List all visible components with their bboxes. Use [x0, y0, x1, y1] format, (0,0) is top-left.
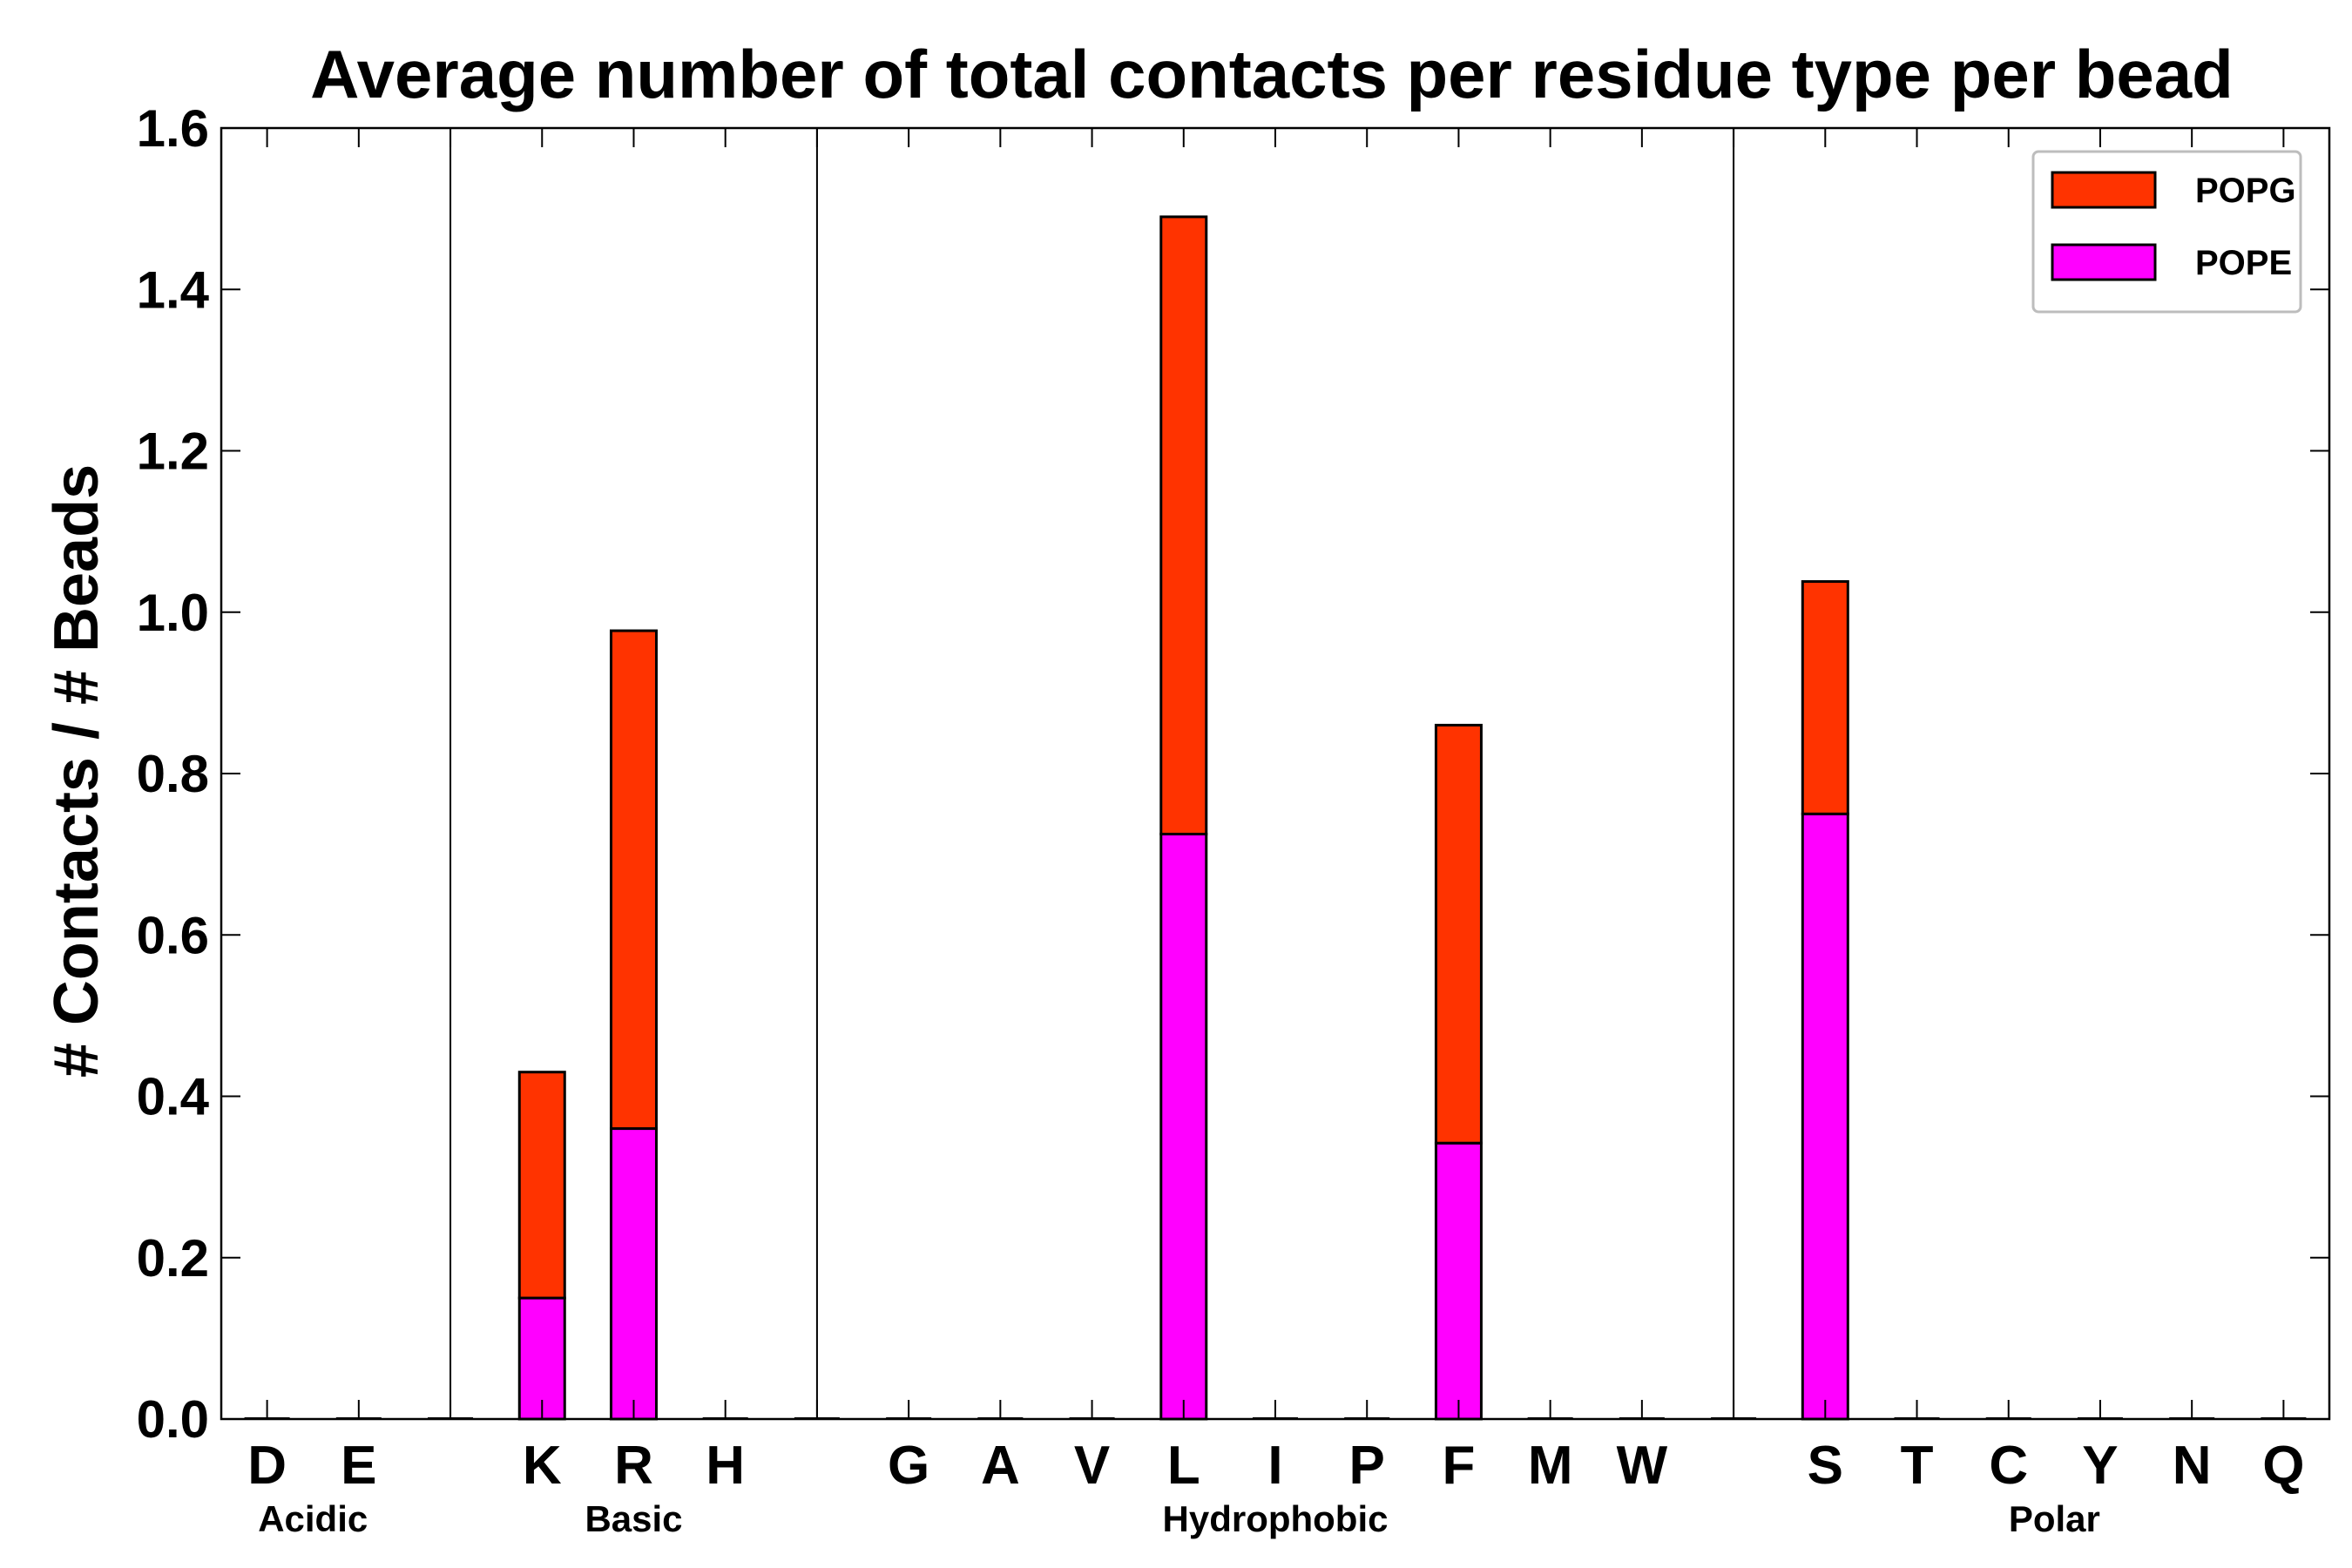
- x-tick-label-t: T: [1901, 1436, 1934, 1496]
- bar-popg-r: [609, 629, 658, 1131]
- group-label-basic: Basic: [585, 1498, 682, 1539]
- x-tick-label-m: M: [1528, 1436, 1573, 1496]
- x-tick-label-h: H: [706, 1436, 745, 1496]
- x-tick-label-n: N: [2173, 1436, 2212, 1496]
- legend: POPG POPE: [2031, 150, 2302, 314]
- x-tick-label-r: R: [614, 1436, 653, 1496]
- x-tick-label-y: Y: [2082, 1436, 2118, 1496]
- bar-pope-f: [1434, 1141, 1483, 1421]
- bar-pope-s: [1801, 812, 1849, 1421]
- x-tick-label-g: G: [888, 1436, 929, 1496]
- legend-swatch-popg: [2051, 171, 2157, 209]
- y-tick-label: 0.2: [137, 1229, 209, 1288]
- x-tick-label-c: C: [1989, 1436, 2028, 1496]
- y-tick-label: 0.8: [137, 745, 209, 803]
- x-tick-label-w: W: [1617, 1436, 1668, 1496]
- y-tick-label: 1.6: [137, 99, 209, 158]
- y-axis-label: # Contacts / # Beads: [42, 464, 112, 1078]
- y-tick-label: 1.0: [137, 584, 209, 642]
- group-label-hydrophobic: Hydrophobic: [1163, 1498, 1389, 1539]
- group-label-polar: Polar: [2009, 1498, 2100, 1539]
- legend-label-popg: POPG: [2195, 172, 2296, 210]
- x-tick-label-f: F: [1442, 1436, 1475, 1496]
- x-tick-label-v: V: [1074, 1436, 1110, 1496]
- plot-area: 0.0 0.2 0.4 0.6 0.8 1.0 1.2 1.4 1.6 D E K R H G A V L I P F M…: [137, 99, 2331, 1539]
- chart-title: Average number of total contacts per res…: [310, 36, 2234, 112]
- bar-popg-s: [1801, 580, 1849, 815]
- bar-pope-r: [609, 1127, 658, 1421]
- bar-popg-l: [1159, 215, 1208, 835]
- y-tick-label: 1.2: [137, 422, 209, 481]
- x-tick-label-q: Q: [2262, 1436, 2304, 1496]
- legend-swatch-pope: [2051, 243, 2157, 281]
- x-tick-label-e: E: [341, 1436, 376, 1496]
- x-tick-label-a: A: [981, 1436, 1020, 1496]
- y-tick-label: 0.4: [137, 1068, 210, 1126]
- x-tick-label-k: K: [523, 1436, 562, 1496]
- y-tick-label: 0.0: [137, 1390, 209, 1449]
- bar-popg-f: [1434, 723, 1483, 1145]
- x-tick-label-i: I: [1267, 1436, 1282, 1496]
- bar-pope-k: [517, 1296, 566, 1421]
- x-tick-label-d: D: [247, 1436, 287, 1496]
- x-tick-label-s: S: [1808, 1436, 1843, 1496]
- y-tick-label: 0.6: [137, 906, 209, 964]
- x-tick-label-p: P: [1349, 1436, 1385, 1496]
- bar-popg-k: [517, 1071, 566, 1300]
- x-tick-label-l: L: [1167, 1436, 1200, 1496]
- legend-label-pope: POPE: [2195, 244, 2292, 282]
- group-label-acidic: Acidic: [258, 1498, 368, 1539]
- bar-pope-l: [1159, 832, 1208, 1421]
- y-tick-label: 1.4: [137, 260, 210, 319]
